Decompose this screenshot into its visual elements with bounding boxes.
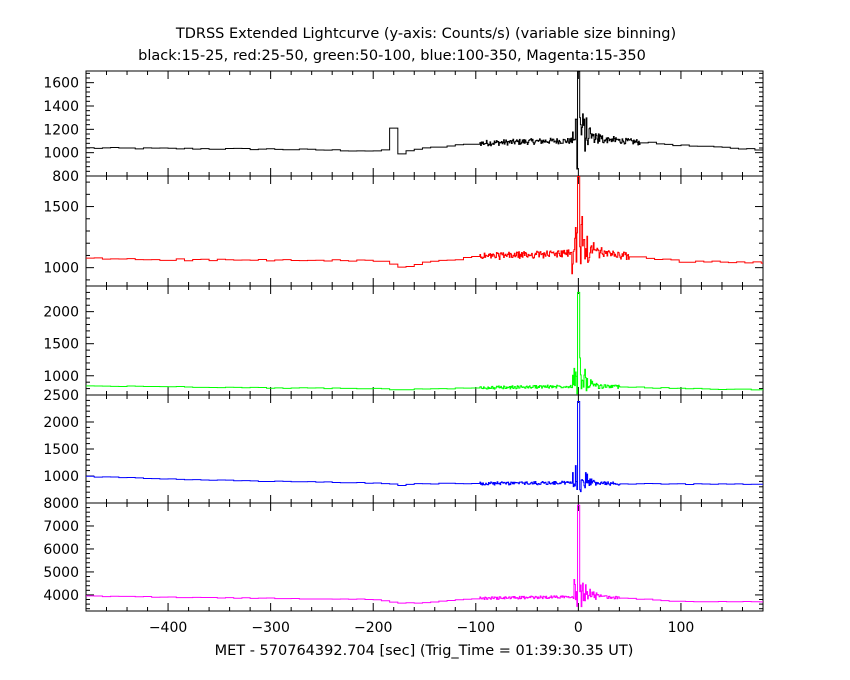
panel-frame (85, 394, 764, 504)
x-axis-label: MET - 570764392.704 [sec] (Trig_Time = 0… (215, 643, 634, 659)
y-tick-label: 1500 (43, 337, 79, 353)
y-tick-label: 1400 (43, 99, 79, 115)
series-line-1 (86, 176, 763, 275)
y-tick-label: 1000 (43, 369, 79, 385)
y-tick-label: 1000 (43, 469, 79, 485)
x-tick-label: 0 (574, 620, 583, 636)
x-tick-label: 100 (668, 620, 695, 636)
x-tick-label: −400 (149, 620, 187, 636)
y-tick-label: 1200 (43, 122, 79, 138)
y-tick-label: 2000 (43, 415, 79, 431)
chart-subtitle: black:15-25, red:25-50, green:50-100, bl… (138, 48, 646, 64)
panel-frame (85, 285, 764, 396)
y-tick-label: 8000 (43, 496, 79, 512)
panels-group: 8001000120014001600100015001000150020001… (43, 70, 764, 636)
series-line-2 (86, 291, 763, 395)
series-line-3 (86, 400, 763, 493)
y-tick-label: 7000 (43, 519, 79, 535)
y-tick-label: 1500 (43, 442, 79, 458)
series-line-0 (86, 71, 763, 170)
x-tick-label: −100 (457, 620, 495, 636)
panel-frame (85, 502, 764, 612)
y-tick-label: 1000 (43, 261, 79, 277)
y-tick-label: 2000 (43, 305, 79, 321)
x-tick-label: −200 (354, 620, 392, 636)
series-line-4 (86, 504, 763, 608)
y-tick-label: 5000 (43, 565, 79, 581)
y-tick-label: 6000 (43, 542, 79, 558)
y-tick-label: 1600 (43, 76, 79, 92)
y-tick-label: 1500 (43, 200, 79, 216)
panel-frame (85, 70, 764, 177)
x-tick-label: −300 (251, 620, 289, 636)
chart-title: TDRSS Extended Lightcurve (y-axis: Count… (175, 26, 676, 42)
y-tick-label: 2500 (43, 388, 79, 404)
y-tick-label: 800 (52, 169, 79, 185)
panel-frame (85, 175, 764, 287)
y-tick-label: 4000 (43, 588, 79, 604)
y-tick-label: 1000 (43, 146, 79, 162)
